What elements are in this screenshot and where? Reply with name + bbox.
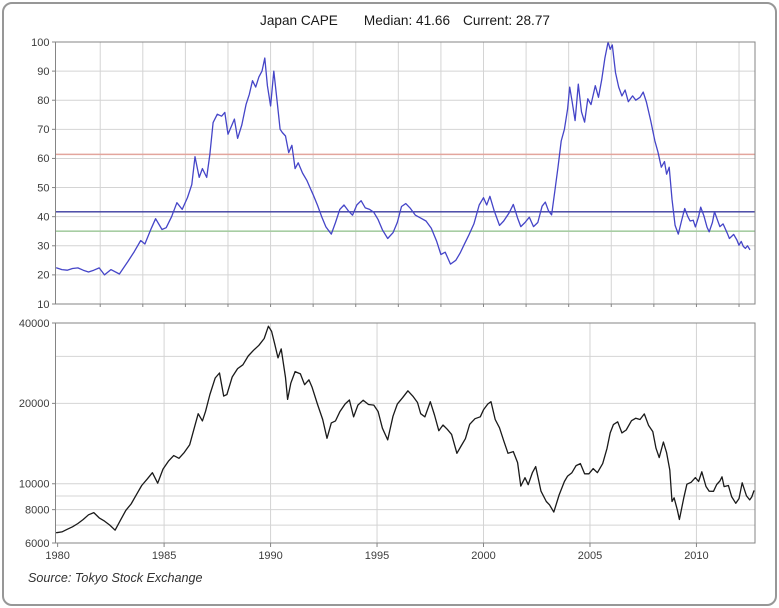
svg-text:40: 40 (37, 211, 49, 223)
svg-text:30: 30 (37, 241, 49, 253)
svg-text:10: 10 (37, 299, 49, 311)
svg-text:60: 60 (37, 153, 49, 165)
svg-text:1985: 1985 (152, 550, 176, 562)
current-value-label: Current: 28.77 (463, 13, 550, 28)
cape-y-axis-labels: 10 20 30 40 50 60 70 80 90 100 (31, 37, 56, 311)
svg-text:20: 20 (37, 270, 49, 282)
svg-text:40000: 40000 (19, 318, 50, 330)
svg-text:2005: 2005 (578, 550, 602, 562)
cape-series-line (55, 41, 751, 276)
svg-text:70: 70 (37, 124, 49, 136)
svg-text:8000: 8000 (25, 504, 49, 516)
svg-text:80: 80 (37, 95, 49, 107)
cape-gridlines (55, 42, 755, 304)
svg-text:1995: 1995 (365, 550, 389, 562)
x-axis-labels: 1980 1985 1990 1995 2000 2005 2010 (45, 543, 709, 562)
svg-text:2010: 2010 (684, 550, 708, 562)
svg-text:50: 50 (37, 182, 49, 194)
svg-text:90: 90 (37, 66, 49, 78)
nikkei-series-line (55, 325, 755, 534)
cape-reference-lines (55, 153, 755, 233)
source-note: Source: Tokyo Stock Exchange (28, 571, 203, 585)
svg-text:2000: 2000 (471, 550, 495, 562)
nikkei-plot-frame (55, 322, 756, 544)
svg-text:100: 100 (31, 37, 49, 49)
svg-text:1990: 1990 (258, 550, 282, 562)
svg-text:6000: 6000 (25, 538, 49, 550)
chart-header: Japan CAPE Median: 41.66 Current: 28.77 (55, 13, 755, 28)
page-title: Japan CAPE (260, 13, 338, 28)
median-value-label: Median: 41.66 (363, 13, 451, 28)
nikkei-gridlines (55, 323, 755, 543)
nikkei-y-axis-labels: 40000 20000 10000 8000 6000 (19, 318, 56, 550)
cape-plot-frame (55, 41, 756, 307)
svg-text:10000: 10000 (19, 479, 50, 491)
svg-text:1980: 1980 (45, 550, 69, 562)
svg-text:20000: 20000 (19, 398, 50, 410)
